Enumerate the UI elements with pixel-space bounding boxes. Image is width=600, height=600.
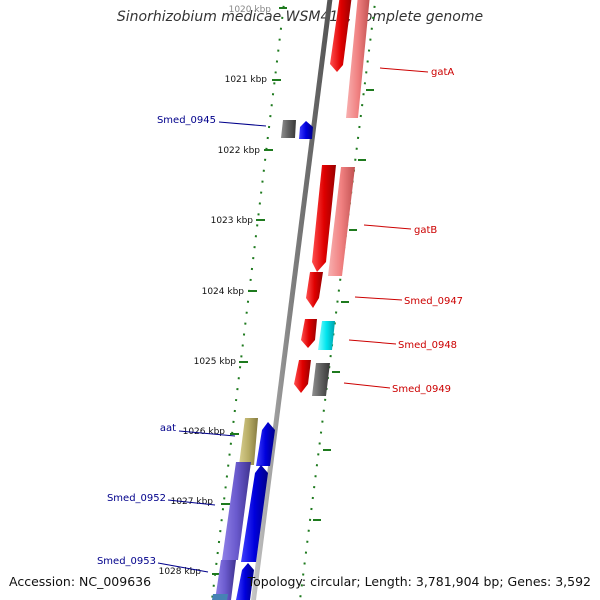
ruler-tick-label: 1024 kbp <box>202 287 245 297</box>
leader-lines <box>157 67 429 573</box>
gene-feature-aat[interactable] <box>239 418 258 465</box>
genome-backbone <box>251 0 333 600</box>
gene-feature-Smed_0949[interactable] <box>294 360 311 393</box>
gene-feature-aat-b[interactable] <box>256 422 275 466</box>
gene-feature-gatB-product[interactable] <box>328 167 355 276</box>
ruler-tick-label: 1023 kbp <box>211 216 254 226</box>
ruler-tick-label: 1020 kbp <box>229 5 272 15</box>
gene-label-Smed_0952[interactable]: Smed_0952 <box>107 493 166 504</box>
gene-label-Smed_0948[interactable]: Smed_0948 <box>398 340 457 351</box>
gene-feature-Smed_0952[interactable] <box>222 462 251 560</box>
gene-label-gatB[interactable]: gatB <box>414 225 437 236</box>
gene-label-Smed_0949[interactable]: Smed_0949 <box>392 384 451 395</box>
gene-feature-Smed_0949-b[interactable] <box>312 363 330 396</box>
map-title: Sinorhizobium medicae WSM419, complete g… <box>116 9 484 25</box>
ruler-tick-label: 1026 kbp <box>183 427 226 437</box>
ruler-tick-label: 1021 kbp <box>225 75 268 85</box>
gene-feature-next <box>212 594 228 600</box>
gene-labels: Smed_0945 aat Smed_0952 Smed_0953 gatA g… <box>97 67 463 567</box>
gene-feature-gatA-product[interactable] <box>346 0 370 118</box>
ruler-ticks: 1020 kbp 1021 kbp 1022 kbp 1023 kbp 1024… <box>159 5 374 577</box>
genome-summary-text: Topology: circular; Length: 3,781,904 bp… <box>247 574 591 589</box>
gene-label-Smed_0947[interactable]: Smed_0947 <box>404 296 463 307</box>
ruler-tick-label: 1027 kbp <box>171 497 214 507</box>
ruler-tick-label: 1025 kbp <box>194 357 237 367</box>
gene-feature-Smed_0952-b[interactable] <box>241 465 268 562</box>
gene-feature-Smed_0953-b[interactable] <box>236 563 254 600</box>
ruler-tick-label: 1022 kbp <box>218 146 261 156</box>
gene-feature-gatA[interactable] <box>330 0 352 72</box>
gene-feature-Smed_0948[interactable] <box>301 319 317 348</box>
gene-label-aat[interactable]: aat <box>160 423 176 434</box>
gene-feature-Smed_0953[interactable] <box>215 560 236 600</box>
features-right <box>281 0 370 396</box>
gene-feature-Smed_0947[interactable] <box>306 272 323 308</box>
gene-feature-Smed_0948-b[interactable] <box>318 321 335 350</box>
gene-label-gatA[interactable]: gatA <box>431 67 454 78</box>
gene-feature-Smed_0945[interactable] <box>281 120 296 138</box>
accession-text: Accession: NC_009636 <box>9 574 152 589</box>
ruler-tick-label: 1028 kbp <box>159 567 202 577</box>
ruler-track-left <box>211 0 286 600</box>
gene-label-Smed_0945[interactable]: Smed_0945 <box>157 115 216 126</box>
features-left <box>212 418 275 600</box>
gene-label-Smed_0953[interactable]: Smed_0953 <box>97 556 156 567</box>
gene-feature-Smed_0945-b[interactable] <box>299 121 313 139</box>
gene-feature-gatB[interactable] <box>312 165 336 272</box>
